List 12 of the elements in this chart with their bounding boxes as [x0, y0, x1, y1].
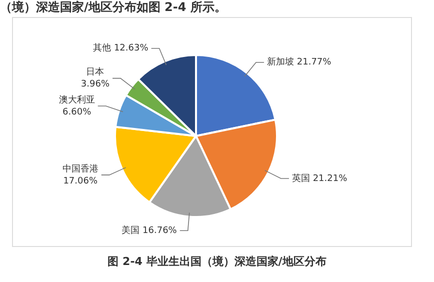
slice-label: 新加坡 21.77% — [267, 56, 332, 68]
data-label: 6.60% — [62, 107, 92, 118]
data-label: 3.96% — [80, 80, 110, 90]
slice-label: 其他 12.63% — [93, 42, 149, 54]
data-label: 17.06% — [63, 176, 98, 186]
chart-title: （境）深造国家/地区分布如图 2-4 所示。 — [0, 0, 226, 14]
slice-label: 中国香港 — [62, 163, 98, 174]
slice-label: 英国 21.21% — [292, 172, 348, 184]
slice-label: 日本 — [86, 66, 104, 78]
caption: 图 2-4 毕业生出国（境）深造国家/地区分布 — [106, 254, 328, 269]
slice-label: 澳大利亚 — [58, 94, 95, 106]
slice-label: 美国 16.76% — [122, 224, 178, 236]
